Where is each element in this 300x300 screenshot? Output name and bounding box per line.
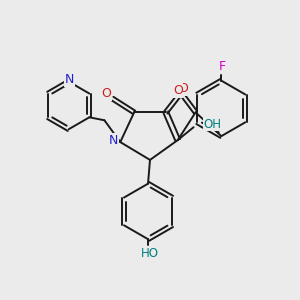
Text: OH: OH — [203, 118, 221, 131]
Text: N: N — [65, 73, 74, 86]
Text: HO: HO — [141, 247, 159, 260]
Text: N: N — [109, 134, 118, 147]
Text: F: F — [219, 60, 226, 73]
Text: O: O — [173, 84, 183, 97]
Text: O: O — [101, 87, 111, 100]
Text: O: O — [178, 82, 188, 95]
